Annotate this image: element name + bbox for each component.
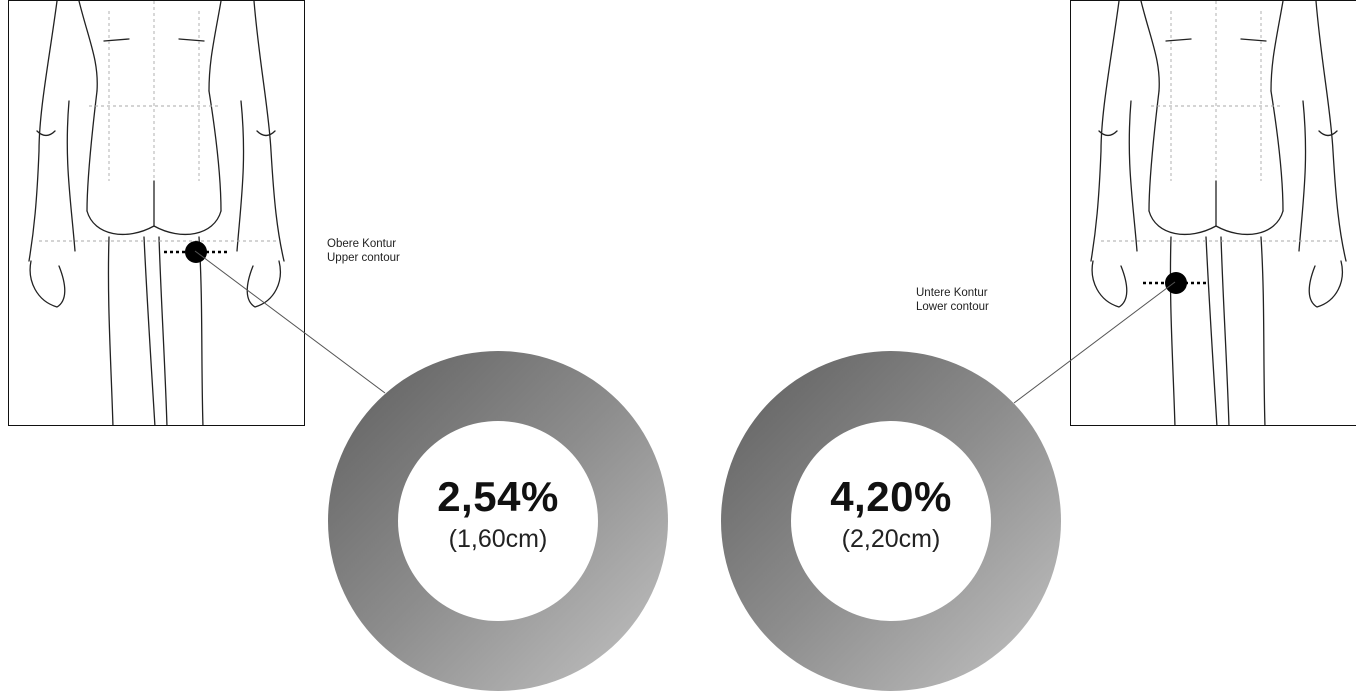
body-back-illustration-lower bbox=[1090, 1, 1347, 425]
label-upper-de: Obere Kontur bbox=[327, 238, 397, 250]
donut-upper-center: 2,54% (1,60cm) bbox=[398, 421, 598, 621]
label-upper-contour: Obere Kontur Upper contour bbox=[327, 237, 400, 265]
label-lower-en: Lower contour bbox=[916, 301, 989, 313]
upper-percent-value: 2,54% bbox=[437, 473, 559, 520]
figure-panel-upper bbox=[8, 0, 305, 426]
donut-lower-center: 4,20% (2,20cm) bbox=[791, 421, 991, 621]
donut-lower-contour: 4,20% (2,20cm) bbox=[721, 351, 1061, 691]
lower-distance-value: (2,20cm) bbox=[841, 525, 941, 553]
label-upper-en: Upper contour bbox=[327, 252, 400, 264]
donut-upper-contour: 2,54% (1,60cm) bbox=[328, 351, 668, 691]
upper-distance-value: (1,60cm) bbox=[448, 525, 548, 553]
connector-line-upper bbox=[194, 250, 386, 394]
label-lower-de: Untere Kontur bbox=[916, 287, 988, 299]
label-lower-contour: Untere Kontur Lower contour bbox=[916, 286, 989, 314]
lower-percent-value: 4,20% bbox=[830, 473, 952, 520]
figure-panel-lower bbox=[1070, 0, 1356, 426]
connector-line-lower bbox=[1013, 281, 1176, 404]
